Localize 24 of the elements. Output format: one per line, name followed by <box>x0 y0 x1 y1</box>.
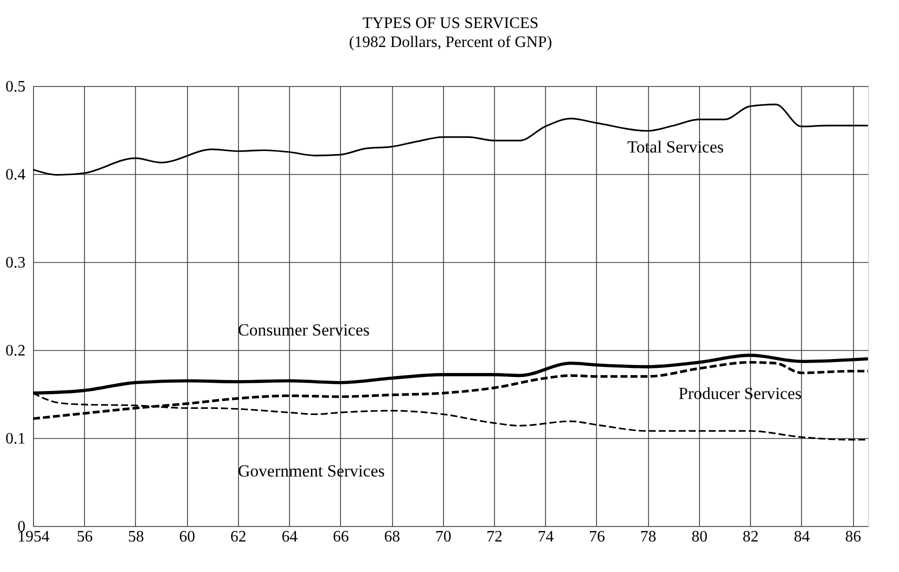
x-tick-label: 86 <box>845 528 862 546</box>
y-tick-label: 0.2 <box>6 342 26 360</box>
x-tick-label: 64 <box>282 528 298 546</box>
x-tick-label: 84 <box>794 528 810 546</box>
x-tick-label: 68 <box>384 528 400 546</box>
x-tick-label: 58 <box>128 528 144 546</box>
x-tick-label: 82 <box>742 528 759 546</box>
x-tick-label: 62 <box>230 528 246 546</box>
x-tick-label: 78 <box>640 528 656 546</box>
chart-title: TYPES OF US SERVICES <box>362 15 539 32</box>
x-tick-label: 72 <box>486 528 503 546</box>
x-tick-label: 60 <box>179 528 196 546</box>
x-tick-label: 70 <box>435 528 452 546</box>
y-tick-label: 0.3 <box>6 254 26 272</box>
y-tick-label: 0.1 <box>6 430 26 448</box>
y-tick-label: 0.5 <box>6 78 26 96</box>
line-series <box>33 104 868 176</box>
chart-subtitle: (1982 Dollars, Percent of GNP) <box>348 34 552 51</box>
x-tick-label: 74 <box>538 528 554 546</box>
x-tick-label: 76 <box>588 528 605 546</box>
x-tick-label: 80 <box>691 528 708 546</box>
x-tick-label: 56 <box>76 528 93 546</box>
x-tick-label: 66 <box>332 528 349 546</box>
y-tick-label: 0.4 <box>6 166 26 184</box>
